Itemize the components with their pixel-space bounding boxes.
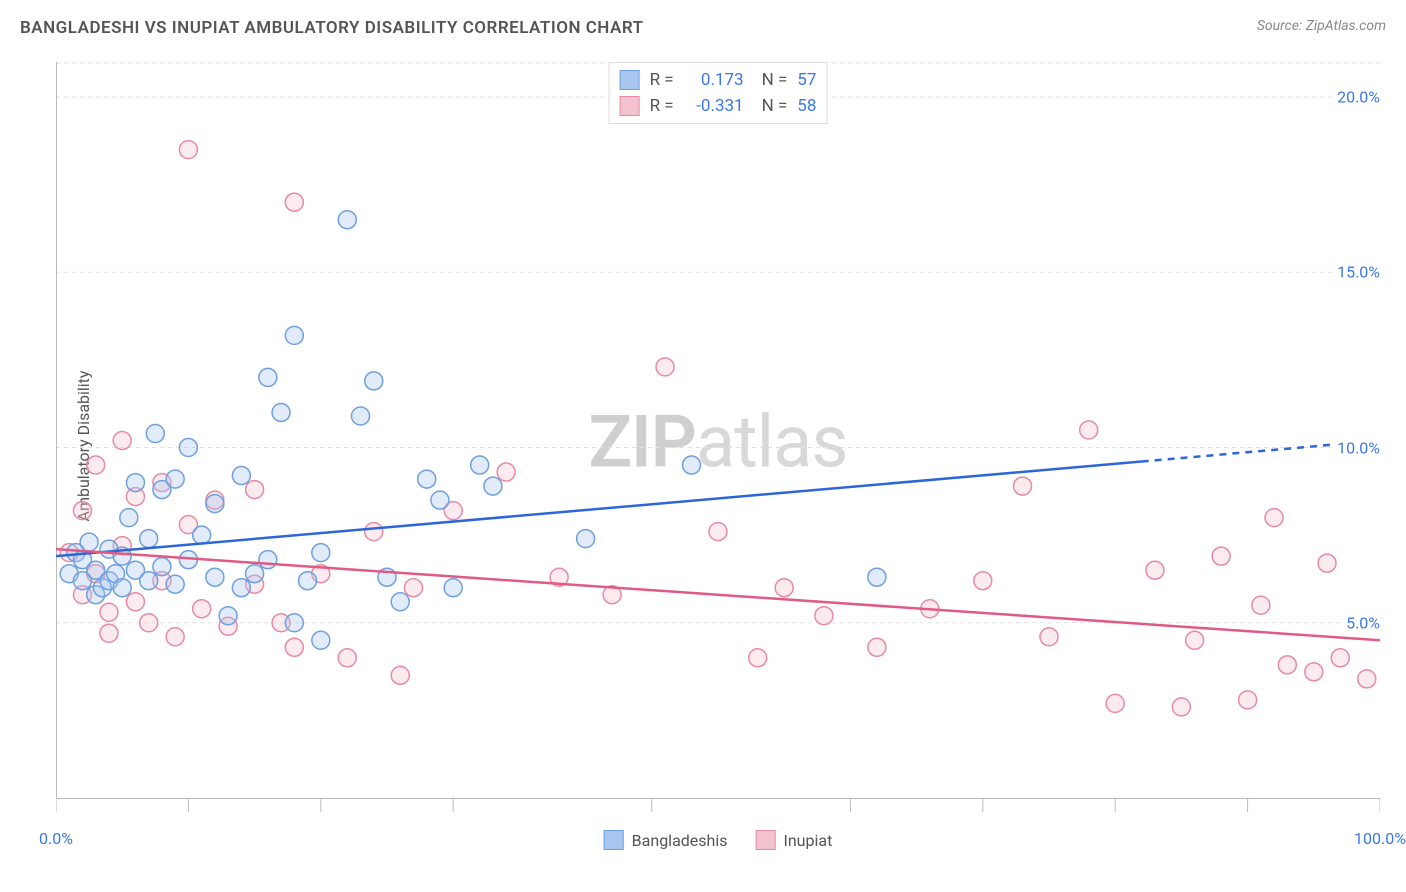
legend-row-b: R = -0.331 N = 58 xyxy=(620,93,817,119)
n-value-b: 58 xyxy=(797,96,816,116)
n-value-a: 57 xyxy=(797,70,816,90)
swatch-b xyxy=(620,96,640,116)
y-tick-label: 10.0% xyxy=(1333,438,1384,457)
y-tick-label: 15.0% xyxy=(1333,263,1384,282)
x-tick-label: 0.0% xyxy=(39,829,73,848)
r-value-a: 0.173 xyxy=(684,70,744,90)
legend-row-a: R = 0.173 N = 57 xyxy=(620,67,817,93)
y-tick-label: 5.0% xyxy=(1342,613,1384,632)
r-value-b: -0.331 xyxy=(684,96,744,116)
n-label: N = xyxy=(762,70,788,90)
swatch-a xyxy=(620,70,640,90)
swatch-b-icon xyxy=(755,830,775,850)
series-legend: Bangladeshis Inupiat xyxy=(604,830,833,850)
r-label: R = xyxy=(650,96,674,116)
correlation-legend: R = 0.173 N = 57 R = -0.331 N = 58 xyxy=(609,62,828,124)
scatter-plot xyxy=(56,62,1380,822)
series-a-name: Bangladeshis xyxy=(632,831,728,850)
r-label: R = xyxy=(650,70,674,90)
legend-item-b: Inupiat xyxy=(755,830,832,850)
legend-item-a: Bangladeshis xyxy=(604,830,728,850)
y-tick-label: 20.0% xyxy=(1333,88,1384,107)
swatch-a-icon xyxy=(604,830,624,850)
chart-title: BANGLADESHI VS INUPIAT AMBULATORY DISABI… xyxy=(20,18,644,38)
x-tick-label: 100.0% xyxy=(1354,829,1406,848)
series-b-name: Inupiat xyxy=(783,831,832,850)
chart-area: ZIPatlas 5.0%10.0%15.0%20.0% 0.0%100.0% … xyxy=(56,62,1380,822)
source-label: Source: ZipAtlas.com xyxy=(1257,18,1386,34)
n-label: N = xyxy=(762,96,788,116)
